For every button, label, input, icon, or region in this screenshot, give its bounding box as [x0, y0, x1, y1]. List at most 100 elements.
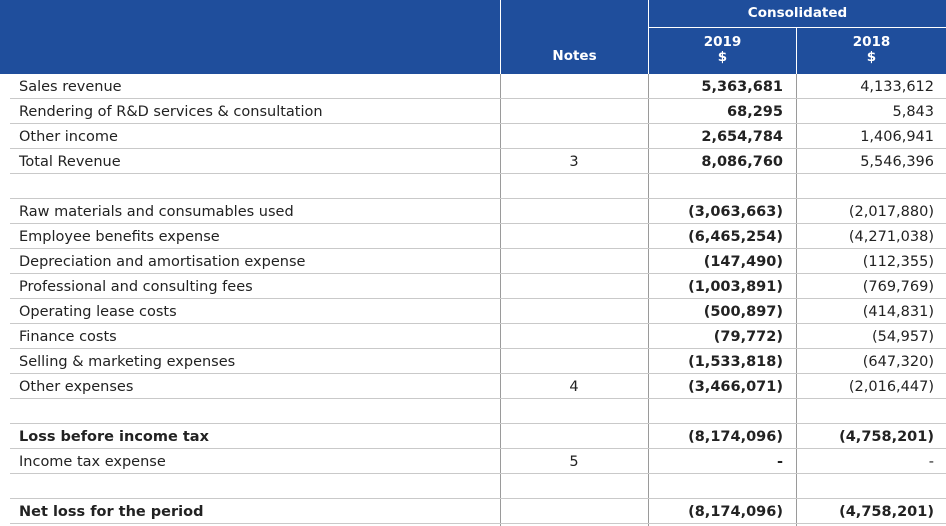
row-divider: [10, 223, 946, 224]
notes-header: Notes: [552, 48, 597, 64]
row-note: [500, 499, 648, 524]
row-value-2018: (4,758,201): [839, 504, 934, 520]
row-note: [500, 224, 648, 249]
row-note: [500, 474, 648, 499]
row-note: [500, 399, 648, 424]
row-label: Income tax expense: [19, 454, 166, 470]
row-label: Other income: [19, 129, 118, 145]
row-value-2019: (3,466,071): [688, 379, 783, 395]
grid-line: [648, 74, 649, 526]
table-row: Net loss for the period (8,174,096) (4,758…: [0, 499, 946, 524]
table-row: Income tax expense 5 - -: [0, 449, 946, 474]
row-value-2018: (647,320): [862, 354, 934, 370]
row-value-2018: [797, 399, 946, 424]
row-value-2019: 5,363,681: [701, 79, 783, 95]
row-divider: [10, 398, 946, 399]
row-value-2019: [648, 474, 797, 499]
row-label: Sales revenue: [19, 79, 122, 95]
row-value-2019: (8,174,096): [688, 429, 783, 445]
row-value-2018: (2,017,880): [848, 204, 934, 220]
row-value-2019: (1,533,818): [688, 354, 783, 370]
row-label: Employee benefits expense: [19, 229, 220, 245]
row-label: Selling & marketing expenses: [19, 354, 236, 370]
row-note: [500, 199, 648, 224]
year-2018-header: 2018: [852, 34, 891, 50]
table-row: Operating lease costs (500,897) (414,831): [0, 299, 946, 324]
currency-2019-header: $: [717, 49, 728, 65]
header-consolidated-group: Consolidated: [649, 0, 946, 27]
row-divider: [10, 273, 946, 274]
row-value-2018: 5,843: [892, 104, 934, 120]
table-row: [0, 474, 946, 499]
row-value-2018: (769,769): [862, 279, 934, 295]
row-value-2019: (500,897): [703, 304, 783, 320]
header-notes-column: Notes: [501, 0, 648, 74]
row-label: Other expenses: [19, 379, 134, 395]
row-value-2018: (2,016,447): [848, 379, 934, 395]
row-label: Operating lease costs: [19, 304, 177, 320]
row-divider: [10, 423, 946, 424]
row-label: Net loss for the period: [19, 504, 204, 520]
row-note: 5: [569, 454, 579, 470]
row-value-2019: 68,295: [727, 104, 783, 120]
row-divider: [10, 373, 946, 374]
row-value-2018: (112,355): [862, 254, 934, 270]
row-value-2019: (1,003,891): [688, 279, 783, 295]
row-divider: [10, 98, 946, 99]
row-note: [500, 99, 648, 124]
row-value-2019: (79,772): [713, 329, 783, 345]
table-row: [0, 174, 946, 199]
row-note: [500, 174, 648, 199]
table-row: Total Revenue 3 8,086,760 5,546,396: [0, 149, 946, 174]
table-row: Loss before income tax (8,174,096) (4,758,…: [0, 424, 946, 449]
row-label: Total Revenue: [19, 154, 121, 170]
row-divider: [10, 298, 946, 299]
row-divider: [10, 123, 946, 124]
row-value-2018: [797, 474, 946, 499]
row-value-2018: -: [928, 454, 934, 470]
row-value-2019: (147,490): [703, 254, 783, 270]
row-note: 4: [569, 379, 579, 395]
row-value-2019: (3,063,663): [688, 204, 783, 220]
table-row: Other expenses 4 (3,466,071) (2,016,447): [0, 374, 946, 399]
row-divider: [10, 473, 946, 474]
table-row: Other income 2,654,784 1,406,941: [0, 124, 946, 149]
row-label: Rendering of R&D services & consultation: [19, 104, 323, 120]
row-value-2019: [648, 399, 797, 424]
row-note: [500, 299, 648, 324]
row-value-2018: (414,831): [862, 304, 934, 320]
row-note: [500, 424, 648, 449]
row-label: Loss before income tax: [19, 429, 209, 445]
table-row: Employee benefits expense (6,465,254) (4,2…: [0, 224, 946, 249]
row-divider: [10, 148, 946, 149]
header-label-column: [0, 0, 500, 74]
header-2018-column: 2018 $: [797, 28, 946, 74]
table-row: Rendering of R&D services & consultation…: [0, 99, 946, 124]
row-value-2018: (4,758,201): [839, 429, 934, 445]
row-note: [500, 349, 648, 374]
row-label: Finance costs: [19, 329, 117, 345]
row-value-2019: 8,086,760: [701, 154, 783, 170]
row-value-2019: 2,654,784: [701, 129, 783, 145]
table-row: Depreciation and amortisation expense (14…: [0, 249, 946, 274]
row-note: [500, 324, 648, 349]
row-value-2018: 1,406,941: [860, 129, 934, 145]
table-row: Sales revenue 5,363,681 4,133,612: [0, 74, 946, 99]
table-row: Professional and consulting fees (1,003,8…: [0, 274, 946, 299]
row-label: Depreciation and amortisation expense: [19, 254, 306, 270]
row-value-2019: [648, 174, 797, 199]
row-value-2018: 4,133,612: [860, 79, 934, 95]
row-divider: [10, 248, 946, 249]
currency-2018-header: $: [866, 49, 877, 65]
row-divider: [10, 323, 946, 324]
table-row: Raw materials and consumables used (3,063…: [0, 199, 946, 224]
consolidated-header: Consolidated: [747, 5, 848, 21]
row-value-2018: 5,546,396: [860, 154, 934, 170]
row-value-2018: [797, 174, 946, 199]
row-value-2019: (8,174,096): [688, 504, 783, 520]
row-divider: [10, 173, 946, 174]
row-note: [500, 124, 648, 149]
row-divider: [10, 523, 946, 524]
row-note: [500, 74, 648, 99]
row-value-2018: (4,271,038): [848, 229, 934, 245]
